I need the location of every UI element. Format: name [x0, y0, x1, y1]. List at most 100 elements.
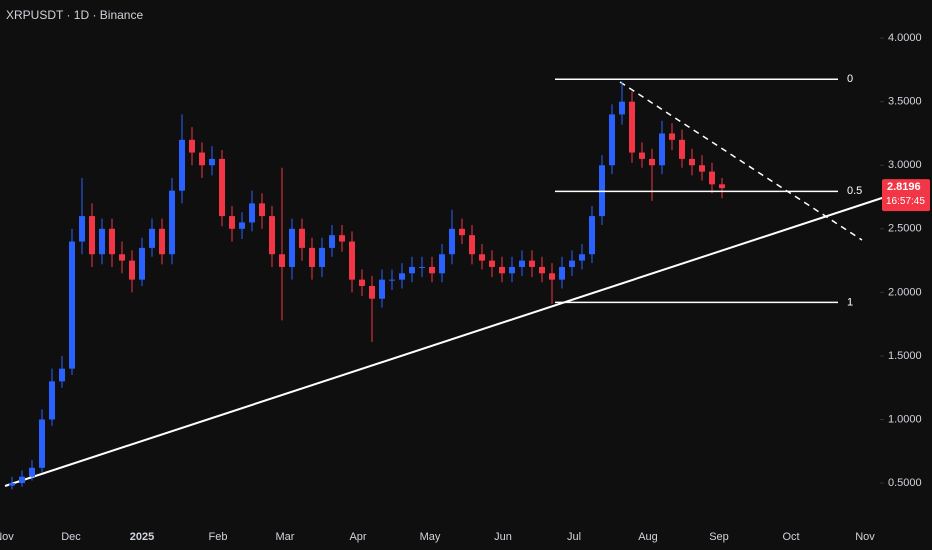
candle-body [379, 279, 385, 299]
candle-body [289, 228, 295, 267]
fib-label: 1 [847, 296, 853, 308]
candle-body [359, 279, 365, 287]
candle-body [29, 467, 35, 477]
candle-body [139, 247, 145, 280]
y-tick-label: 0.5000 [888, 477, 922, 489]
candle-body [129, 260, 135, 280]
candle-body [429, 266, 435, 274]
candle-body [209, 158, 215, 166]
candle-body [589, 216, 595, 255]
candle-body [479, 254, 485, 261]
price-label: 2.8196 [887, 181, 921, 193]
candle-body [169, 190, 175, 255]
candle-body [269, 216, 275, 255]
candle-body [199, 152, 205, 166]
candle-body [239, 222, 245, 229]
candle-body [639, 152, 645, 159]
candle-body [539, 266, 545, 274]
candle-body [299, 228, 305, 248]
candle-body [489, 260, 495, 267]
candle-body [259, 203, 265, 217]
trendline [4, 196, 886, 487]
candle-body [189, 139, 195, 153]
candle-body [249, 203, 255, 223]
candle-body [719, 184, 725, 189]
candle-body [99, 228, 105, 255]
candle-body [709, 171, 715, 185]
candle-body [469, 235, 475, 255]
y-tick-label: 3.0000 [888, 159, 922, 171]
x-tick-label: Jul [567, 531, 581, 543]
fib-label: 0.5 [847, 185, 862, 197]
y-tick-label: 2.5000 [888, 223, 922, 235]
x-tick-label: Jun [494, 531, 512, 543]
countdown: 16:57:45 [886, 196, 925, 207]
candle-body [69, 241, 75, 369]
candles [9, 81, 725, 490]
x-tick-label: Aug [638, 531, 658, 543]
x-tick-label: Nov [0, 531, 14, 543]
candle-body [649, 158, 655, 166]
candle-body [229, 216, 235, 229]
candle-body [339, 235, 345, 242]
candle-body [399, 273, 405, 280]
dashed-trendline [619, 81, 863, 241]
candle-body [449, 228, 455, 255]
x-tick-label: May [420, 531, 441, 543]
x-tick-label: Oct [782, 531, 799, 543]
candle-body [369, 286, 375, 299]
candle-body [689, 158, 695, 166]
candle-body [109, 228, 115, 255]
candle-body [279, 254, 285, 267]
candle-body [559, 266, 565, 280]
candle-body [679, 139, 685, 159]
candle-body [89, 216, 95, 255]
candle-body [669, 133, 675, 140]
x-tick-label: Apr [349, 531, 366, 543]
candle-body [219, 158, 225, 217]
candle-body [49, 381, 55, 420]
x-tick-label: Nov [855, 531, 875, 543]
candle-body [329, 235, 335, 248]
candle-body [509, 266, 515, 274]
candle-body [19, 476, 25, 484]
candle-body [9, 483, 15, 486]
candle-body [659, 133, 665, 166]
candle-body [459, 228, 465, 236]
candle-body [529, 260, 535, 267]
y-tick-label: 3.5000 [888, 96, 922, 108]
x-tick-label: Feb [209, 531, 228, 543]
candle-body [389, 279, 395, 281]
candle-body [609, 114, 615, 166]
candle-body [149, 228, 155, 248]
candle-body [579, 254, 585, 261]
candle-body [79, 216, 85, 242]
candle-body [699, 165, 705, 172]
candle-body [439, 254, 445, 274]
candle-body [159, 228, 165, 255]
x-tick-label: Sep [709, 531, 729, 543]
candle-body [319, 247, 325, 267]
candle-body [619, 101, 625, 115]
candle-body [349, 241, 355, 280]
candle-body [119, 254, 125, 261]
fib-label: 0 [847, 73, 853, 85]
x-tick-label: Dec [61, 531, 81, 543]
candle-body [569, 260, 575, 267]
y-tick-label: 1.0000 [888, 413, 922, 425]
y-tick-label: 4.0000 [888, 32, 922, 44]
candle-body [629, 101, 635, 153]
candle-body [519, 260, 525, 267]
y-tick-label: 1.5000 [888, 350, 922, 362]
chart-title: XRPUSDT · 1D · Binance [6, 8, 143, 22]
candle-body [549, 273, 555, 280]
y-tick-label: 2.0000 [888, 286, 922, 298]
candle-body [499, 266, 505, 274]
candle-body [59, 368, 65, 382]
candle-body [39, 419, 45, 468]
x-tick-label: Mar [276, 531, 295, 543]
candle-body [409, 266, 415, 274]
candle-body [179, 139, 185, 191]
